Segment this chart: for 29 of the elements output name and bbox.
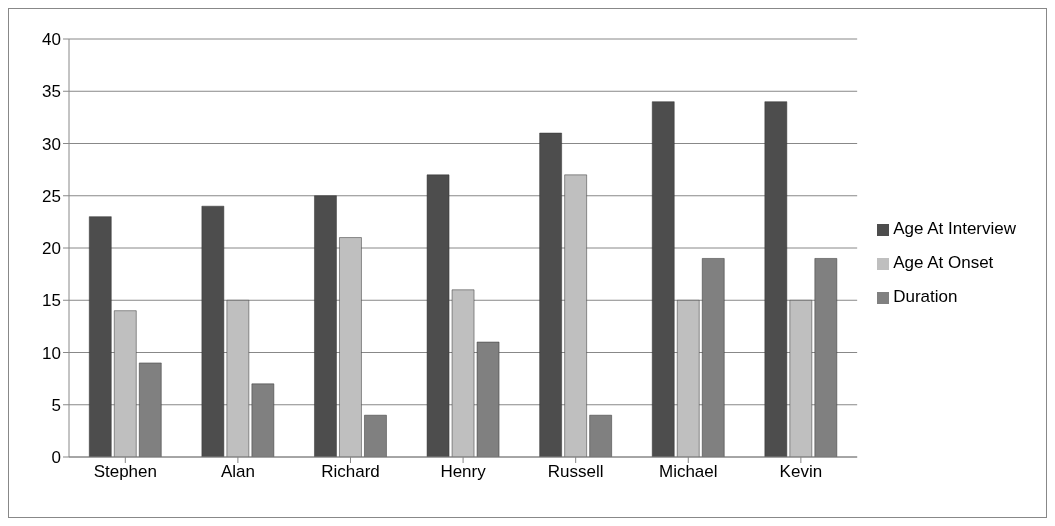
bar bbox=[676, 300, 700, 457]
bar bbox=[339, 237, 362, 457]
y-tick-label: 30 bbox=[42, 134, 61, 154]
bar bbox=[89, 216, 112, 457]
x-tick-label: Stephen bbox=[93, 462, 157, 482]
x-tick-label: Alan bbox=[220, 462, 255, 482]
y-tick-label: 0 bbox=[51, 448, 61, 468]
legend-label: Duration bbox=[893, 287, 958, 306]
bar bbox=[789, 300, 813, 457]
y-tick-label: 5 bbox=[51, 395, 61, 415]
bar bbox=[564, 174, 587, 457]
y-tick-label: 10 bbox=[42, 343, 61, 363]
y-tick-label: 40 bbox=[42, 30, 61, 50]
x-tick-label: Henry bbox=[440, 462, 487, 482]
bar bbox=[764, 101, 788, 457]
legend-label: Age At Onset bbox=[893, 253, 994, 272]
bar bbox=[539, 132, 562, 457]
y-tick-label: 35 bbox=[42, 82, 61, 102]
x-tick-label: Richard bbox=[321, 462, 380, 482]
bar bbox=[114, 310, 137, 457]
y-tick-label: 20 bbox=[42, 239, 61, 259]
bar bbox=[314, 195, 337, 457]
x-tick-label: Michael bbox=[658, 462, 718, 482]
bar bbox=[651, 101, 675, 457]
y-tick-label: 15 bbox=[42, 291, 61, 311]
x-tick-label: Kevin bbox=[779, 462, 823, 482]
legend-label: Age At Interview bbox=[893, 219, 1016, 238]
x-tick-label: Russell bbox=[547, 462, 604, 482]
y-tick-label: 25 bbox=[42, 186, 61, 206]
